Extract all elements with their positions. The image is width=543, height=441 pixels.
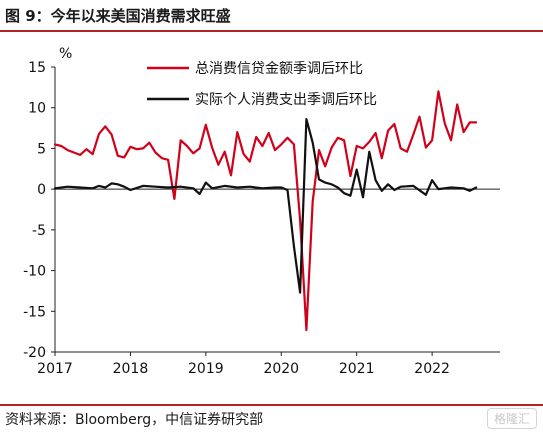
footer-divider: [0, 404, 543, 406]
figure-title: 图 9：今年以来美国消费需求旺盛: [5, 7, 231, 25]
y-tick-label: 10: [28, 101, 46, 117]
x-tick-label: 2021: [339, 361, 375, 377]
source-note: 资料来源：Bloomberg，中信证券研究部: [5, 412, 264, 428]
x-tick-label: 2018: [113, 361, 149, 377]
legend-label-consumer-credit: 总消费信贷金额季调后环比: [195, 61, 363, 77]
y-tick-label: -20: [23, 345, 46, 361]
y-tick-label: 0: [37, 182, 46, 198]
series-line-real-pce: [53, 118, 478, 294]
y-tick-label: -5: [32, 223, 46, 239]
y-tick-label: 5: [37, 141, 46, 157]
watermark-text: 格隆汇: [493, 412, 530, 426]
x-tick-label: 2017: [37, 361, 73, 377]
x-tick-label: 2019: [188, 361, 224, 377]
y-tick-label: -10: [23, 264, 46, 280]
title-divider: [0, 30, 543, 32]
title-bar: 图 9：今年以来美国消费需求旺盛: [0, 0, 543, 30]
x-tick-label: 2020: [263, 361, 299, 377]
legend-label-real-pce: 实际个人消费支出季调后环比: [195, 92, 377, 108]
series-line-consumer-credit: [53, 90, 478, 332]
y-tick-label: -15: [23, 304, 46, 320]
y-tick-label: 15: [28, 60, 46, 76]
y-unit-label: %: [59, 46, 72, 62]
watermark-logo: 格隆汇: [486, 408, 537, 429]
x-tick-label: 2022: [414, 361, 450, 377]
series-layer: [53, 90, 478, 332]
